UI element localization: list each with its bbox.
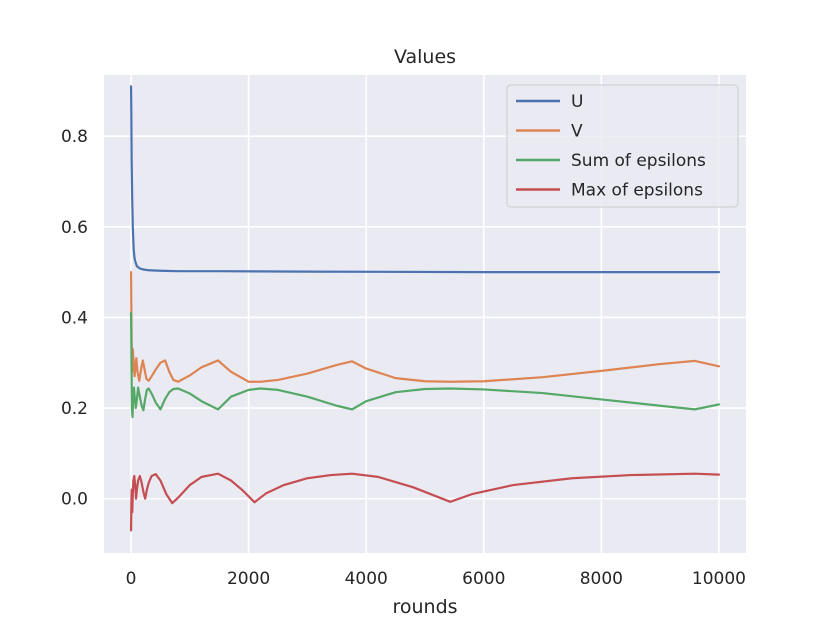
x-tick-label: 0: [126, 569, 137, 589]
chart-title: Values: [394, 46, 456, 68]
y-axis-ticks: 0.0 0.2 0.4 0.6 0.8: [61, 127, 88, 509]
y-tick-label: 0.6: [61, 218, 88, 238]
legend: UV Sum of epsilons Max of epsilons: [506, 84, 739, 208]
series-line-1: [129, 270, 721, 383]
series-lines: [129, 85, 721, 532]
x-tick-label: 6000: [462, 569, 505, 589]
legend-label-0: U: [571, 92, 583, 112]
legend-label-3: Max of epsilons: [571, 181, 703, 201]
y-tick-label: 0.2: [61, 399, 88, 419]
y-tick-label: 0.4: [61, 308, 88, 328]
legend-label-1: V: [571, 122, 583, 142]
x-tick-label: 10000: [692, 569, 746, 589]
y-tick-label: 0.8: [61, 127, 88, 147]
x-tick-label: 2000: [227, 569, 270, 589]
legend-label-2: Sum of epsilons: [571, 151, 706, 171]
series-line-3: [129, 472, 721, 532]
legend-box: [506, 84, 739, 208]
x-axis-ticks: 0 2000 4000 6000 8000 10000: [126, 569, 746, 589]
y-tick-label: 0.0: [61, 490, 88, 510]
series-line-2: [129, 311, 721, 419]
x-axis-label: rounds: [392, 596, 457, 618]
x-tick-label: 4000: [345, 569, 388, 589]
series-line-0: [129, 85, 721, 274]
x-tick-label: 8000: [580, 569, 623, 589]
